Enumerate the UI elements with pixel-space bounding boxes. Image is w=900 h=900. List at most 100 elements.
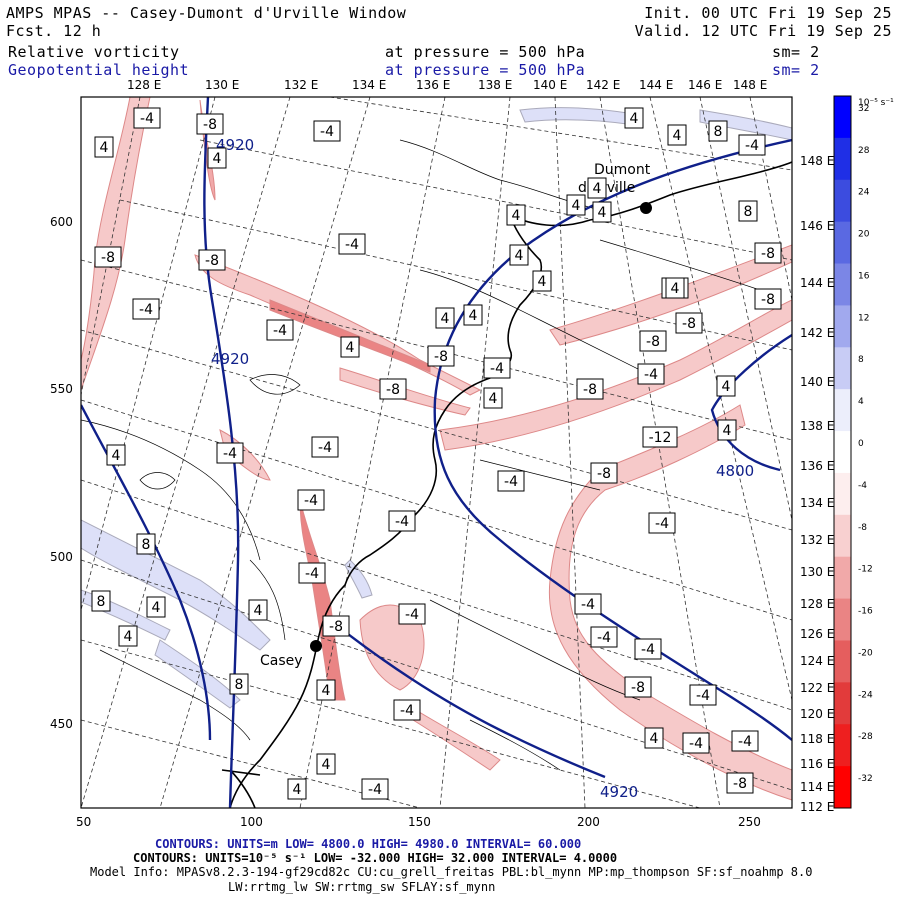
vorticity-label-box [361,778,389,800]
vorticity-label-text: 4 [593,181,602,197]
colorbar-tick-label: -8 [858,523,867,533]
top-lon-label: 136 E [416,78,450,92]
right-lon-label: 120 E [800,707,834,721]
vorticity-label-box [648,512,676,534]
vorticity-label-text: -8 [203,117,217,133]
latlon-grid [81,97,792,808]
y-tick-label: 500 [50,550,73,564]
colorbar-tick-label: -12 [858,565,873,575]
vorticity-label-text: 4 [346,340,355,356]
vorticity-label-box [587,177,607,199]
vorticity-label-box [316,679,336,701]
right-lon-label: 146 E [800,219,834,233]
vorticity-label-text: 4 [671,281,680,297]
map-frame [80,96,793,809]
vorticity-label-box [644,727,664,749]
vorticity-label-box [427,345,455,367]
top-lon-label: 146 E [688,78,722,92]
vorticity-label-text: -8 [761,292,775,308]
station-dumont-durville-marker [640,202,652,214]
colorbar-segment [834,472,851,516]
height-label: 4920 [211,350,249,368]
vorticity-label-box [94,246,122,268]
colorbar-tick-label: -28 [858,732,873,742]
vorticity-label-text: -4 [368,782,382,798]
vorticity-label-text: 4 [538,274,547,290]
vorticity-label-box [388,510,416,532]
top-lon-label: 144 E [639,78,673,92]
right-lon-label: 140 E [800,375,834,389]
vorticity-label-box [133,107,161,129]
vorticity-label-text: 8 [744,204,753,220]
vorticity-label-box [689,684,717,706]
footer-model-info: Model Info: MPASv8.2.3-194-gf29cd82c CU:… [90,865,813,879]
x-tick-label: 250 [738,815,761,829]
colorbar-segment [834,179,851,223]
top-lon-label: 128 E [127,78,161,92]
vorticity-label-box [731,730,759,752]
vorticity-label-text: 4 [469,308,478,324]
colorbar-segment [834,263,851,306]
right-lon-label: 148 E [800,154,834,168]
vorticity-label-text: -4 [400,703,414,719]
vorticity-label-text: 4 [124,629,133,645]
right-lon-label: 138 E [800,419,834,433]
vorticity-label-box [639,330,667,352]
y-tick-label: 600 [50,215,73,229]
vorticity-label-text: 4 [293,782,302,798]
vorticity-label-text: -4 [405,607,419,623]
vorticity-label-text: -4 [745,138,759,154]
colorbar-tick-label: -32 [858,774,873,784]
height-label: 4920 [600,783,638,801]
y-tick-label: 550 [50,382,73,396]
colorbar-segment [834,431,851,474]
colorbar-tick-label: 12 [858,313,869,323]
vorticity-label-text: -8 [733,776,747,792]
vorticity-label-box [754,242,782,264]
vorticity-label-box [248,599,268,621]
vorticity-label-text: 4 [722,379,731,395]
vorticity-label-text: 4 [100,140,109,156]
colorbar-tick-label: 4 [858,397,864,407]
footer-model-info-2: LW:rrtmg_lw SW:rrtmg_sw SFLAY:sf_mynn [228,880,496,894]
vorticity-label-box [94,136,114,158]
right-lon-label: 132 E [800,533,834,547]
vorticity-label-box [463,304,483,326]
y-tick-label: 450 [50,717,73,731]
vorticity-label-box [198,249,226,271]
colorbar-segment [834,221,851,265]
vorticity-label-text: 4 [650,731,659,747]
field2-level: at pressure = 500 hPa [385,61,586,79]
vorticity-label-text: -4 [318,440,332,456]
vorticity-label-box [532,270,552,292]
vorticity-label-box [435,307,455,329]
right-lon-label: 124 E [800,654,834,668]
field1-name: Relative vorticity [8,43,180,61]
colorbar-tick-label: 28 [858,146,870,156]
valid-time: Valid. 12 UTC Fri 19 Sep 25 [634,22,892,40]
vorticity-label-box [566,194,586,216]
vorticity-label-box [497,470,525,492]
vorticity-label-text: 8 [142,537,151,553]
colorbar-tick-label: 8 [858,355,864,365]
plot-title: AMPS MPAS -- Casey-Dumont d'Urville Wind… [6,4,407,22]
vorticity-label-text: 4 [630,111,639,127]
colorbar-segment [834,514,851,558]
vorticity-label-text: -4 [490,361,504,377]
vorticity-label-text: 4 [572,198,581,214]
vorticity-label-text: -8 [761,246,775,262]
colorbar-segment [834,766,851,809]
vorticity-label-box [266,319,294,341]
vorticity-label-text: -4 [696,688,710,704]
vorticity-label-text: -4 [140,111,154,127]
colorbar-segment [834,724,851,767]
top-lon-label: 132 E [284,78,318,92]
colorbar-tick-label: -4 [858,481,867,491]
right-lon-label: 116 E [800,757,834,771]
vorticity-label-box [682,732,710,754]
vorticity-label-box [322,615,350,637]
vorticity-label-text: -8 [386,382,400,398]
top-lon-label: 142 E [586,78,620,92]
vorticity-label-box [338,233,366,255]
vorticity-label-text: -12 [649,430,672,446]
